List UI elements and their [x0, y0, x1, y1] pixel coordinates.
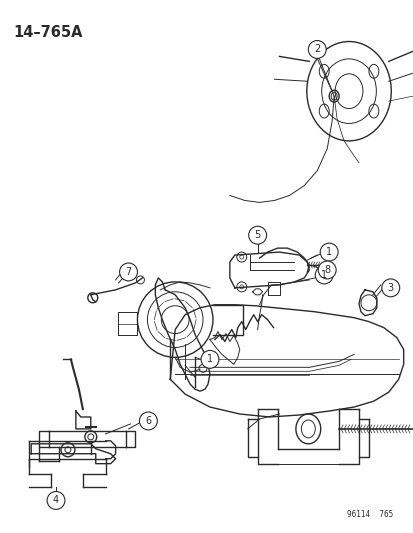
Text: 96114  765: 96114 765 [347, 510, 393, 519]
Circle shape [318, 261, 335, 279]
Circle shape [320, 243, 337, 261]
Circle shape [308, 41, 325, 59]
Text: 3: 3 [387, 283, 393, 293]
Text: 1: 1 [325, 247, 332, 257]
Text: 4: 4 [53, 495, 59, 505]
Circle shape [47, 491, 65, 510]
Text: 1: 1 [206, 354, 213, 365]
Text: 14–765A: 14–765A [13, 25, 83, 39]
Text: 8: 8 [323, 265, 330, 275]
Circle shape [201, 350, 218, 368]
Text: 6: 6 [145, 416, 151, 426]
Circle shape [139, 412, 157, 430]
Circle shape [119, 263, 137, 281]
Text: 7: 7 [125, 267, 131, 277]
Text: 5: 5 [254, 230, 260, 240]
Text: 2: 2 [313, 44, 320, 54]
Circle shape [381, 279, 399, 297]
Text: 1: 1 [320, 270, 327, 280]
Circle shape [248, 227, 266, 244]
Circle shape [315, 266, 332, 284]
